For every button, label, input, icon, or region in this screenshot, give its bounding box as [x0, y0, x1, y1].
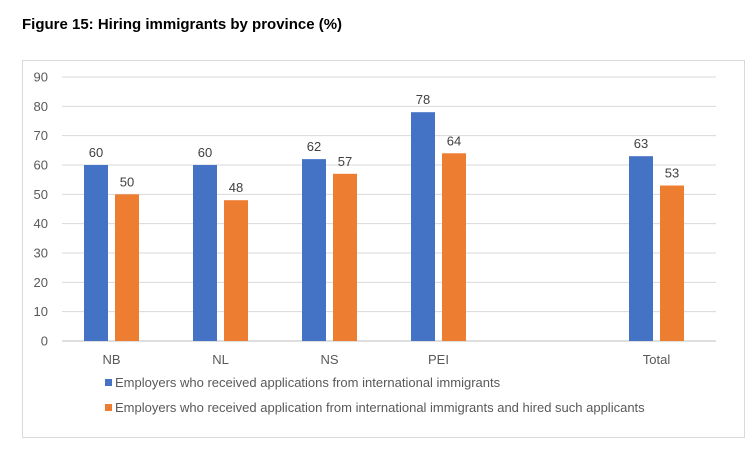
bar-received — [302, 159, 326, 341]
x-tick-label: NL — [212, 352, 229, 367]
bar-hired — [224, 200, 248, 341]
legend-label: Employers who received applications from… — [115, 375, 501, 390]
data-label: 57 — [338, 154, 352, 169]
y-tick-label: 20 — [34, 275, 48, 290]
data-label: 60 — [198, 145, 212, 160]
x-tick-label: Total — [643, 352, 671, 367]
bar-hired — [333, 173, 357, 341]
y-tick-label: 50 — [34, 187, 48, 202]
x-tick-label: NS — [320, 352, 338, 367]
y-tick-label: 40 — [34, 216, 48, 231]
bar-hired — [660, 185, 684, 341]
bar-received — [629, 156, 653, 341]
data-label: 78 — [416, 92, 430, 107]
y-tick-label: 80 — [34, 99, 48, 114]
bar-received — [411, 112, 435, 341]
legend-swatch — [105, 379, 112, 386]
y-tick-label: 30 — [34, 246, 48, 261]
legend-swatch — [105, 404, 112, 411]
data-label: 64 — [447, 133, 461, 148]
chart-title: Figure 15: Hiring immigrants by province… — [22, 16, 343, 33]
y-tick-label: 90 — [34, 70, 48, 85]
y-tick-label: 60 — [34, 158, 48, 173]
chart-frame — [22, 60, 745, 438]
legend-label: Employers who received application from … — [115, 400, 645, 415]
x-tick-label: PEI — [428, 352, 449, 367]
bar-received — [193, 165, 217, 341]
data-label: 60 — [89, 145, 103, 160]
data-label: 50 — [120, 174, 134, 189]
y-tick-label: 70 — [34, 128, 48, 143]
data-label: 62 — [307, 139, 321, 154]
bar-received — [84, 165, 108, 341]
y-tick-label: 10 — [34, 304, 48, 319]
data-label: 48 — [229, 180, 243, 195]
x-tick-label: NB — [102, 352, 120, 367]
y-tick-label: 0 — [41, 334, 48, 349]
bar-hired — [115, 194, 139, 341]
bar-hired — [442, 153, 466, 341]
data-label: 53 — [665, 166, 679, 181]
data-label: 63 — [634, 136, 648, 151]
